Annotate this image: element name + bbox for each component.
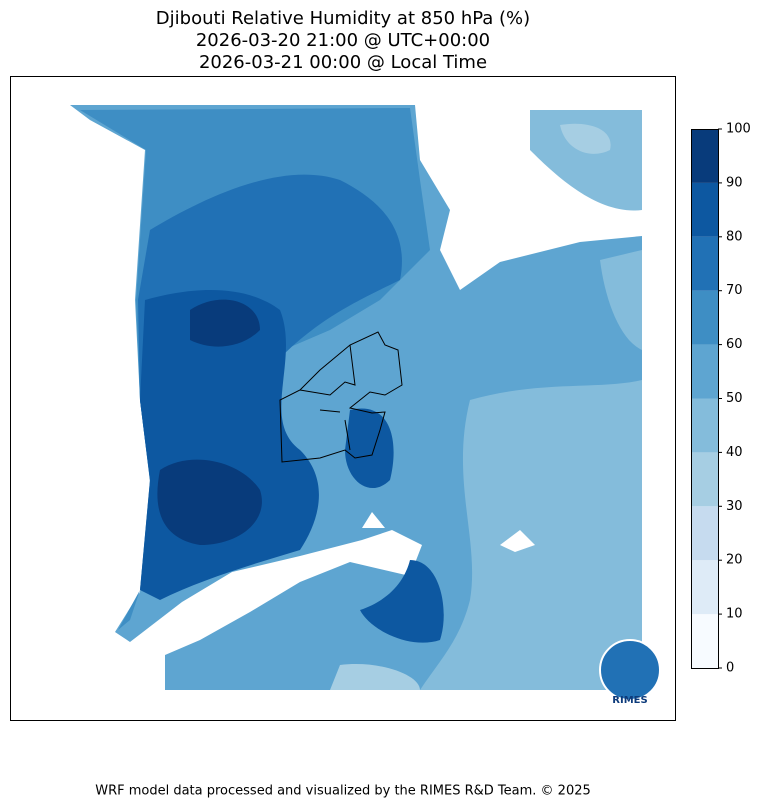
colorbar-bin — [691, 506, 718, 561]
colorbar-bin — [691, 182, 718, 237]
colorbar-tick-label: 10 — [726, 607, 743, 622]
colorbar-tick-label: 40 — [726, 445, 743, 460]
logo: RIMES — [599, 639, 661, 706]
colorbar: 0 10 20 30 40 50 60 70 80 90 100 — [691, 122, 751, 676]
colorbar-tick-label: 50 — [726, 391, 743, 406]
logo-text: RIMES — [612, 695, 647, 706]
field-band — [420, 380, 642, 690]
colorbar-bin — [691, 236, 718, 291]
title-line: Djibouti Relative Humidity at 850 hPa (%… — [156, 8, 530, 29]
title-line: 2026-03-20 21:00 @ UTC+00:00 — [196, 30, 490, 51]
field-band — [157, 299, 262, 545]
map-frame — [10, 76, 676, 721]
title-line: 2026-03-21 00:00 @ Local Time — [199, 52, 487, 73]
colorbar-tick-label: 80 — [726, 229, 743, 244]
colorbar-tick-label: 0 — [726, 661, 734, 676]
colorbar-bin — [691, 290, 718, 345]
no-data — [362, 512, 535, 552]
country-border — [279, 331, 403, 463]
colorbar-bin — [691, 560, 718, 615]
colorbar-tick-label: 20 — [726, 553, 743, 568]
colorbar-bin — [691, 398, 718, 453]
colorbar-tick-label: 60 — [726, 337, 743, 352]
colorbar-tick-label: 90 — [726, 175, 743, 190]
colorbar-bin — [691, 344, 718, 399]
logo-emblem — [599, 639, 661, 701]
field-band — [530, 110, 642, 350]
field-band — [345, 408, 444, 643]
colorbar-bin — [691, 614, 718, 668]
colorbar-bin — [691, 129, 718, 183]
map-field — [70, 105, 642, 690]
footer: WRF model data processed and visualized … — [95, 784, 591, 799]
colorbar-tick-label: 30 — [726, 499, 743, 514]
colorbar-bin — [691, 452, 718, 507]
colorbar-tick-label: 70 — [726, 283, 743, 298]
colorbar-tick-label: 100 — [726, 122, 751, 137]
